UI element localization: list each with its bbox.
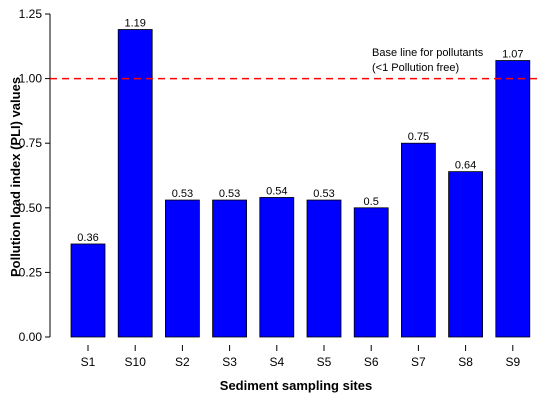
y-axis-title: Pollution load index (PLI) values — [8, 77, 23, 277]
y-tick-label: 0.25 — [19, 265, 43, 279]
bar-value-label: 0.75 — [408, 131, 429, 143]
bars — [70, 29, 531, 338]
x-ticks: S1 S10 S2 S3 S4 S5 S6 S7 S8 S9 — [81, 345, 520, 369]
bar-S3 — [212, 199, 248, 338]
bar-S9 — [495, 60, 531, 338]
bar-S8 — [448, 171, 484, 338]
x-tick-label: S3 — [222, 355, 237, 369]
bar-S4 — [259, 197, 295, 338]
bar-S5 — [306, 199, 342, 338]
bar-value-label: 0.64 — [455, 160, 476, 172]
y-tick-label: 1.25 — [19, 7, 43, 21]
bar-S7 — [400, 142, 436, 338]
x-tick-label: S9 — [505, 355, 520, 369]
bar-value-label: 0.53 — [172, 188, 193, 200]
x-tick-label: S7 — [411, 355, 426, 369]
y-tick-label: 1.00 — [19, 72, 43, 86]
y-ticks: 0.00 0.25 0.50 0.75 1.00 1.25 — [19, 7, 50, 344]
bar-value-label: 1.19 — [124, 18, 145, 30]
bar-value-label: 0.53 — [313, 188, 334, 200]
x-tick-label: S5 — [317, 355, 332, 369]
bar-labels: 0.36 1.19 0.53 0.53 0.54 0.53 0.5 0.75 0.64 1.07 — [77, 18, 523, 244]
bar-S6 — [353, 207, 389, 338]
y-tick-label: 0.75 — [19, 136, 43, 150]
bar-value-label: 0.5 — [364, 196, 379, 208]
bar-value-label: 1.07 — [502, 49, 523, 61]
reference-line-note: (<1 Pollution free) — [372, 62, 459, 74]
bar-S1 — [70, 243, 106, 338]
reference-line-label: Base line for pollutants — [372, 47, 484, 59]
x-tick-label: S10 — [125, 355, 147, 369]
y-tick-label: 0.50 — [19, 201, 43, 215]
bar-value-label: 0.54 — [266, 185, 287, 197]
bar-S10 — [117, 29, 153, 338]
x-tick-label: S6 — [364, 355, 379, 369]
x-tick-label: S8 — [458, 355, 473, 369]
x-axis-title: Sediment sampling sites — [220, 378, 372, 393]
bar-value-label: 0.53 — [219, 188, 240, 200]
bar-value-label: 0.36 — [77, 232, 98, 244]
y-tick-label: 0.00 — [19, 330, 43, 344]
x-tick-label: S2 — [175, 355, 190, 369]
y-axis: 0.00 0.25 0.50 0.75 1.00 1.25 — [19, 7, 51, 344]
bar-S2 — [164, 199, 200, 338]
x-tick-label: S1 — [81, 355, 96, 369]
x-tick-label: S4 — [269, 355, 284, 369]
